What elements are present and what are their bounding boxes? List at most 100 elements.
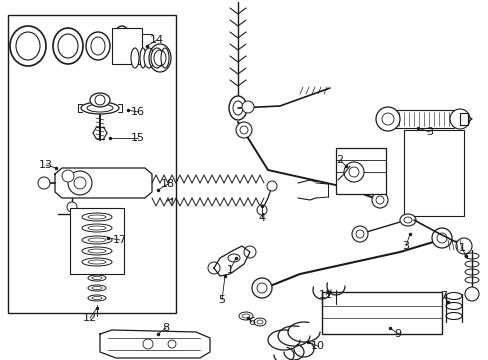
Ellipse shape bbox=[253, 318, 265, 326]
Ellipse shape bbox=[87, 104, 113, 112]
Bar bbox=[389, 110, 453, 128]
Circle shape bbox=[236, 122, 251, 138]
Ellipse shape bbox=[227, 254, 240, 262]
Text: 12: 12 bbox=[83, 313, 97, 323]
Ellipse shape bbox=[131, 48, 139, 68]
Ellipse shape bbox=[403, 217, 411, 223]
Text: 7: 7 bbox=[440, 291, 447, 301]
Circle shape bbox=[74, 177, 86, 189]
Circle shape bbox=[251, 278, 271, 298]
Ellipse shape bbox=[92, 287, 102, 289]
Circle shape bbox=[257, 283, 266, 293]
Ellipse shape bbox=[242, 314, 249, 318]
Bar bbox=[321, 292, 441, 334]
Ellipse shape bbox=[88, 275, 106, 281]
Circle shape bbox=[168, 340, 176, 348]
Text: 1: 1 bbox=[226, 265, 233, 275]
Text: 4: 4 bbox=[258, 213, 265, 223]
Ellipse shape bbox=[445, 312, 461, 320]
Ellipse shape bbox=[140, 48, 146, 68]
Text: 2: 2 bbox=[336, 155, 343, 165]
Circle shape bbox=[464, 287, 478, 301]
Circle shape bbox=[449, 109, 469, 129]
Ellipse shape bbox=[464, 253, 478, 259]
Circle shape bbox=[355, 230, 363, 238]
Text: 15: 15 bbox=[131, 133, 145, 143]
Ellipse shape bbox=[257, 320, 263, 324]
Text: 17: 17 bbox=[113, 235, 127, 245]
Bar bbox=[403, 130, 463, 216]
Bar bbox=[8, 15, 176, 313]
Circle shape bbox=[68, 171, 92, 195]
Circle shape bbox=[375, 107, 399, 131]
Ellipse shape bbox=[82, 213, 112, 221]
Ellipse shape bbox=[399, 214, 415, 226]
Ellipse shape bbox=[82, 224, 112, 232]
Polygon shape bbox=[100, 330, 209, 358]
Ellipse shape bbox=[92, 297, 102, 300]
Ellipse shape bbox=[464, 269, 478, 275]
Circle shape bbox=[266, 181, 276, 191]
Ellipse shape bbox=[82, 236, 112, 244]
Circle shape bbox=[38, 177, 50, 189]
Text: 10: 10 bbox=[310, 341, 325, 351]
Ellipse shape bbox=[81, 102, 119, 114]
Ellipse shape bbox=[88, 215, 106, 219]
Text: 9: 9 bbox=[394, 329, 401, 339]
Ellipse shape bbox=[151, 48, 163, 68]
Circle shape bbox=[455, 238, 471, 254]
Bar bbox=[335, 148, 385, 194]
Polygon shape bbox=[55, 168, 152, 198]
Text: 13: 13 bbox=[39, 160, 53, 170]
Circle shape bbox=[67, 202, 77, 212]
Circle shape bbox=[240, 126, 247, 134]
Ellipse shape bbox=[143, 48, 154, 68]
Circle shape bbox=[381, 113, 393, 125]
Text: 18: 18 bbox=[161, 179, 175, 189]
Circle shape bbox=[375, 196, 383, 204]
Ellipse shape bbox=[228, 96, 246, 120]
Ellipse shape bbox=[88, 249, 106, 253]
Circle shape bbox=[348, 167, 358, 177]
Ellipse shape bbox=[464, 261, 478, 267]
Ellipse shape bbox=[232, 101, 243, 115]
Circle shape bbox=[95, 95, 105, 105]
Circle shape bbox=[343, 162, 363, 182]
Text: 3: 3 bbox=[426, 127, 433, 137]
Circle shape bbox=[436, 233, 446, 243]
Text: 16: 16 bbox=[131, 107, 145, 117]
Ellipse shape bbox=[445, 292, 461, 300]
Circle shape bbox=[431, 228, 451, 248]
Circle shape bbox=[207, 262, 220, 274]
Ellipse shape bbox=[90, 93, 110, 107]
Ellipse shape bbox=[161, 48, 169, 68]
Ellipse shape bbox=[82, 247, 112, 255]
Text: 5: 5 bbox=[218, 295, 225, 305]
Text: 1: 1 bbox=[458, 243, 465, 253]
Ellipse shape bbox=[82, 258, 112, 266]
Ellipse shape bbox=[88, 260, 106, 264]
Circle shape bbox=[244, 246, 256, 258]
Text: 8: 8 bbox=[162, 323, 169, 333]
Polygon shape bbox=[214, 246, 249, 276]
Circle shape bbox=[371, 192, 387, 208]
Text: 14: 14 bbox=[150, 35, 164, 45]
Ellipse shape bbox=[92, 276, 102, 279]
Text: 11: 11 bbox=[318, 290, 332, 300]
Text: 6: 6 bbox=[248, 317, 255, 327]
Circle shape bbox=[142, 339, 153, 349]
Bar bbox=[70, 208, 124, 274]
Ellipse shape bbox=[88, 226, 106, 230]
Circle shape bbox=[351, 226, 367, 242]
Ellipse shape bbox=[88, 295, 106, 301]
Bar bbox=[112, 28, 142, 64]
Circle shape bbox=[257, 205, 266, 215]
Ellipse shape bbox=[445, 302, 461, 310]
Ellipse shape bbox=[88, 238, 106, 242]
Circle shape bbox=[242, 101, 253, 113]
Ellipse shape bbox=[88, 285, 106, 291]
Text: 3: 3 bbox=[402, 241, 408, 251]
Ellipse shape bbox=[239, 312, 252, 320]
Circle shape bbox=[62, 170, 74, 182]
Ellipse shape bbox=[464, 277, 478, 283]
